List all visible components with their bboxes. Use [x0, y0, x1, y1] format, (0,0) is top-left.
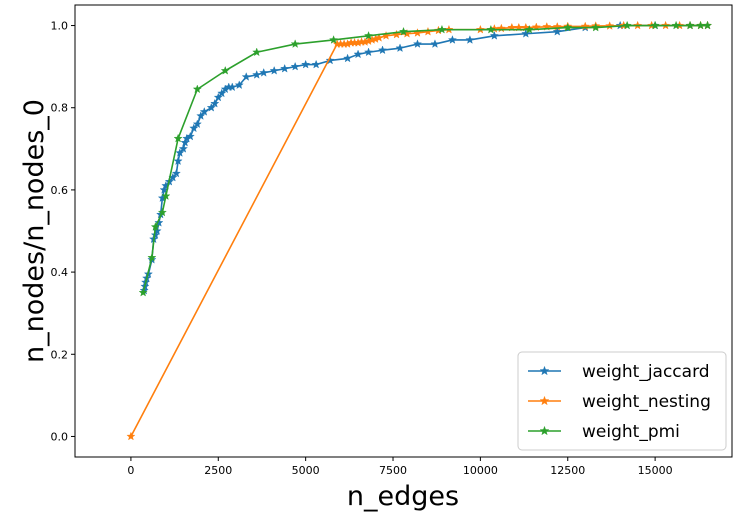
y-tick-label: 0.2 [51, 348, 69, 361]
series-layer [126, 20, 713, 441]
data-point [147, 252, 157, 262]
y-tick-label: 0.8 [51, 102, 69, 115]
data-point [374, 33, 384, 42]
data-point [192, 119, 202, 129]
legend-label: weight_pmi [582, 422, 680, 442]
data-point [605, 21, 615, 30]
data-point [486, 24, 496, 34]
data-point [329, 35, 339, 44]
x-axis-label: n_edges [347, 481, 459, 512]
data-point [210, 98, 220, 108]
data-point [259, 68, 269, 77]
data-point [178, 144, 188, 153]
data-point [377, 45, 388, 55]
series-line [142, 24, 708, 293]
legend-entry: weight_pmi [528, 422, 680, 442]
data-point [437, 24, 447, 34]
legend-marker [539, 395, 550, 406]
legend-entries: weight_jaccard weight_nesting weight_pmi [528, 362, 711, 442]
data-point [325, 55, 335, 65]
data-point [447, 35, 457, 44]
legend-marker [539, 365, 550, 376]
data-point [252, 70, 262, 79]
y-tick-label: 1.0 [51, 20, 69, 33]
data-point [290, 39, 300, 48]
data-point [126, 431, 136, 441]
data-point [171, 168, 181, 178]
legend-entry: weight_jaccard [528, 362, 710, 382]
data-point [489, 31, 499, 40]
data-point [157, 207, 167, 217]
data-point [465, 35, 475, 44]
data-point [671, 20, 681, 30]
data-point [430, 39, 440, 48]
data-point [395, 43, 405, 53]
data-point [138, 287, 148, 297]
data-point [364, 31, 374, 40]
data-point [269, 65, 279, 75]
data-point [192, 84, 202, 94]
data-point [189, 123, 199, 133]
data-point [280, 63, 290, 73]
data-point [521, 28, 531, 38]
data-point [196, 111, 206, 120]
y-axis-label: n_nodes/n_nodes_0 [19, 99, 50, 363]
x-tick-label: 15000 [638, 464, 673, 477]
data-point [591, 22, 601, 32]
data-point [311, 59, 321, 69]
data-point [702, 20, 713, 30]
x-tick-label: 12500 [550, 464, 585, 477]
data-point [301, 59, 311, 69]
data-point [552, 26, 562, 36]
data-point [364, 47, 374, 57]
data-point [353, 49, 363, 59]
data-point [252, 47, 262, 57]
plot-frame [74, 4, 733, 458]
x-tick-label: 7500 [379, 464, 407, 477]
legend-box [517, 351, 727, 451]
legend-entry: weight_nesting [528, 392, 711, 412]
data-point [175, 148, 185, 157]
data-point [185, 131, 195, 141]
data-point [220, 65, 230, 75]
data-point [524, 24, 534, 34]
x-tick-label: 0 [127, 464, 134, 477]
data-point [412, 39, 423, 48]
data-point [234, 80, 244, 89]
data-point [150, 222, 160, 231]
data-point [206, 102, 216, 112]
legend-marker [539, 425, 550, 436]
data-point [161, 191, 171, 200]
data-point [154, 218, 164, 227]
data-point [622, 20, 632, 30]
data-point [685, 20, 695, 30]
data-point [173, 133, 183, 143]
data-point [227, 82, 237, 92]
data-point [241, 72, 251, 81]
series-weight-pmi [138, 20, 713, 297]
data-point [290, 61, 300, 71]
data-point [213, 92, 223, 102]
data-point [563, 22, 573, 32]
legend-label: weight_jaccard [582, 362, 710, 382]
data-point [199, 107, 209, 116]
x-axis-ticks: 0 2500 5000 7500 10000 12500 15000 [127, 457, 673, 477]
data-point [343, 53, 353, 63]
data-point [650, 20, 660, 30]
x-tick-label: 2500 [204, 464, 232, 477]
y-tick-label: 0.6 [51, 184, 69, 197]
y-axis-ticks: 0.0 0.2 0.4 0.6 0.8 1.0 [51, 20, 75, 443]
x-tick-label: 5000 [292, 464, 320, 477]
y-tick-label: 0.0 [51, 430, 69, 443]
data-point [398, 26, 409, 36]
legend: weight_jaccard weight_nesting weight_pmi [517, 351, 727, 451]
y-tick-label: 0.4 [51, 266, 69, 279]
x-tick-label: 10000 [463, 464, 498, 477]
legend-label: weight_nesting [582, 392, 711, 412]
data-point [217, 88, 227, 98]
data-point [173, 156, 183, 166]
